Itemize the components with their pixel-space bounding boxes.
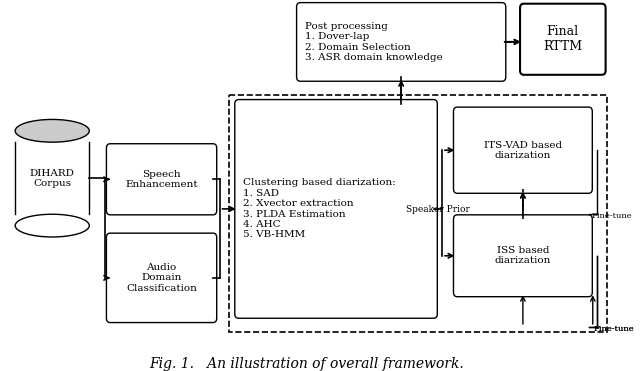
Ellipse shape	[15, 119, 90, 142]
Text: Clustering based diarization:
1. SAD
2. Xvector extraction
3. PLDA Estimation
4.: Clustering based diarization: 1. SAD 2. …	[243, 178, 396, 239]
Bar	[15, 142, 90, 214]
Text: ISS based
diarization: ISS based diarization	[495, 246, 551, 266]
Text: Fine-tune: Fine-tune	[593, 325, 634, 333]
Text: ITS-VAD based
diarization: ITS-VAD based diarization	[484, 141, 562, 160]
Text: Fig. 1.   An illustration of overall framework.: Fig. 1. An illustration of overall frame…	[150, 357, 465, 371]
FancyBboxPatch shape	[454, 215, 592, 297]
Ellipse shape	[15, 214, 90, 237]
FancyBboxPatch shape	[296, 3, 506, 81]
Text: Fine-tune: Fine-tune	[593, 325, 634, 333]
FancyBboxPatch shape	[106, 233, 217, 322]
FancyBboxPatch shape	[235, 99, 437, 318]
FancyBboxPatch shape	[520, 4, 605, 75]
Text: Audio
Domain
Classification: Audio Domain Classification	[126, 263, 197, 293]
Text: Speaker Prior: Speaker Prior	[406, 205, 470, 214]
FancyBboxPatch shape	[106, 144, 217, 215]
Text: Final
RTTM: Final RTTM	[543, 25, 582, 53]
Text: DIHARD
Corpus: DIHARD Corpus	[30, 168, 75, 188]
Text: Post processing
1. Dover-lap
2. Domain Selection
3. ASR domain knowledge: Post processing 1. Dover-lap 2. Domain S…	[305, 22, 443, 62]
FancyBboxPatch shape	[454, 107, 592, 193]
Text: Fine-tune: Fine-tune	[591, 211, 632, 220]
Text: Speech
Enhancement: Speech Enhancement	[125, 170, 198, 189]
